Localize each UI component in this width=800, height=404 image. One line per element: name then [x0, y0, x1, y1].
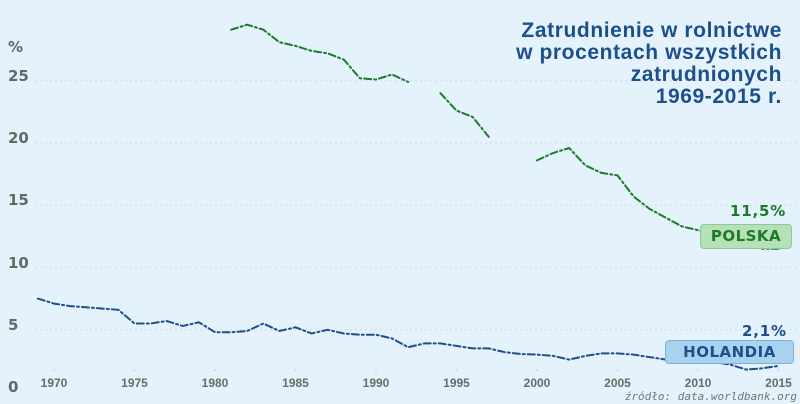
y-axis-unit-label: %: [8, 38, 24, 56]
series-lines: [36, 23, 780, 371]
y-tick-label: 25: [8, 66, 29, 85]
gridlines: [35, 80, 800, 331]
x-tick-label: 1980: [201, 376, 229, 390]
y-tick-label: 10: [8, 253, 29, 272]
x-tick-label: 1975: [121, 376, 148, 390]
x-tick-mark: [375, 369, 377, 371]
x-tick-mark: [133, 369, 136, 371]
x-tick-mark: [294, 369, 297, 371]
series-line-polska: [439, 92, 490, 138]
chart-title: Zatrudnienie w rolnictwe w procentach ws…: [516, 20, 782, 108]
y-tick-label: 5: [8, 315, 19, 334]
y-tick-label: 0: [8, 378, 19, 396]
polska-legend-box: POLSKA: [700, 224, 792, 249]
x-tick-label: 2010: [684, 376, 712, 390]
chart-title-line-2: w procentach wszystkich: [516, 41, 782, 64]
x-tick-mark: [536, 369, 538, 371]
series-line-holandia: [36, 297, 780, 371]
x-tick-label: 1985: [282, 376, 309, 390]
x-tick-mark: [214, 369, 216, 371]
chart-title-line-4: 1969-2015 r.: [655, 85, 782, 108]
x-tick-label: 2000: [523, 376, 551, 390]
x-tick-mark: [455, 369, 458, 371]
chart-title-line-1: Zatrudnienie w rolnictwe: [521, 19, 782, 42]
polska-end-value: 11,5%: [730, 202, 787, 220]
series-line-polska: [230, 23, 410, 83]
x-tick-label: 1970: [40, 376, 68, 390]
x-tick-label: 1995: [443, 376, 470, 390]
source-caption: źródło: data.worldbank.org: [624, 390, 797, 403]
x-tick-mark: [697, 369, 699, 371]
x-tick-label: 2015: [765, 376, 792, 390]
holandia-legend-box: HOLANDIA: [665, 340, 794, 364]
x-tick-label: 1990: [362, 376, 390, 390]
x-tick-marks: [53, 369, 780, 371]
series-line-polska: [536, 146, 780, 250]
x-tick-mark: [777, 369, 780, 371]
x-tick-mark: [53, 369, 55, 371]
holandia-end-value: 2,1%: [742, 322, 787, 340]
chart-title-line-3: zatrudnionych: [630, 63, 782, 86]
x-tick-mark: [616, 369, 619, 371]
y-tick-label: 15: [8, 191, 29, 210]
x-tick-label: 2005: [604, 376, 631, 390]
y-tick-label: 20: [8, 129, 29, 147]
